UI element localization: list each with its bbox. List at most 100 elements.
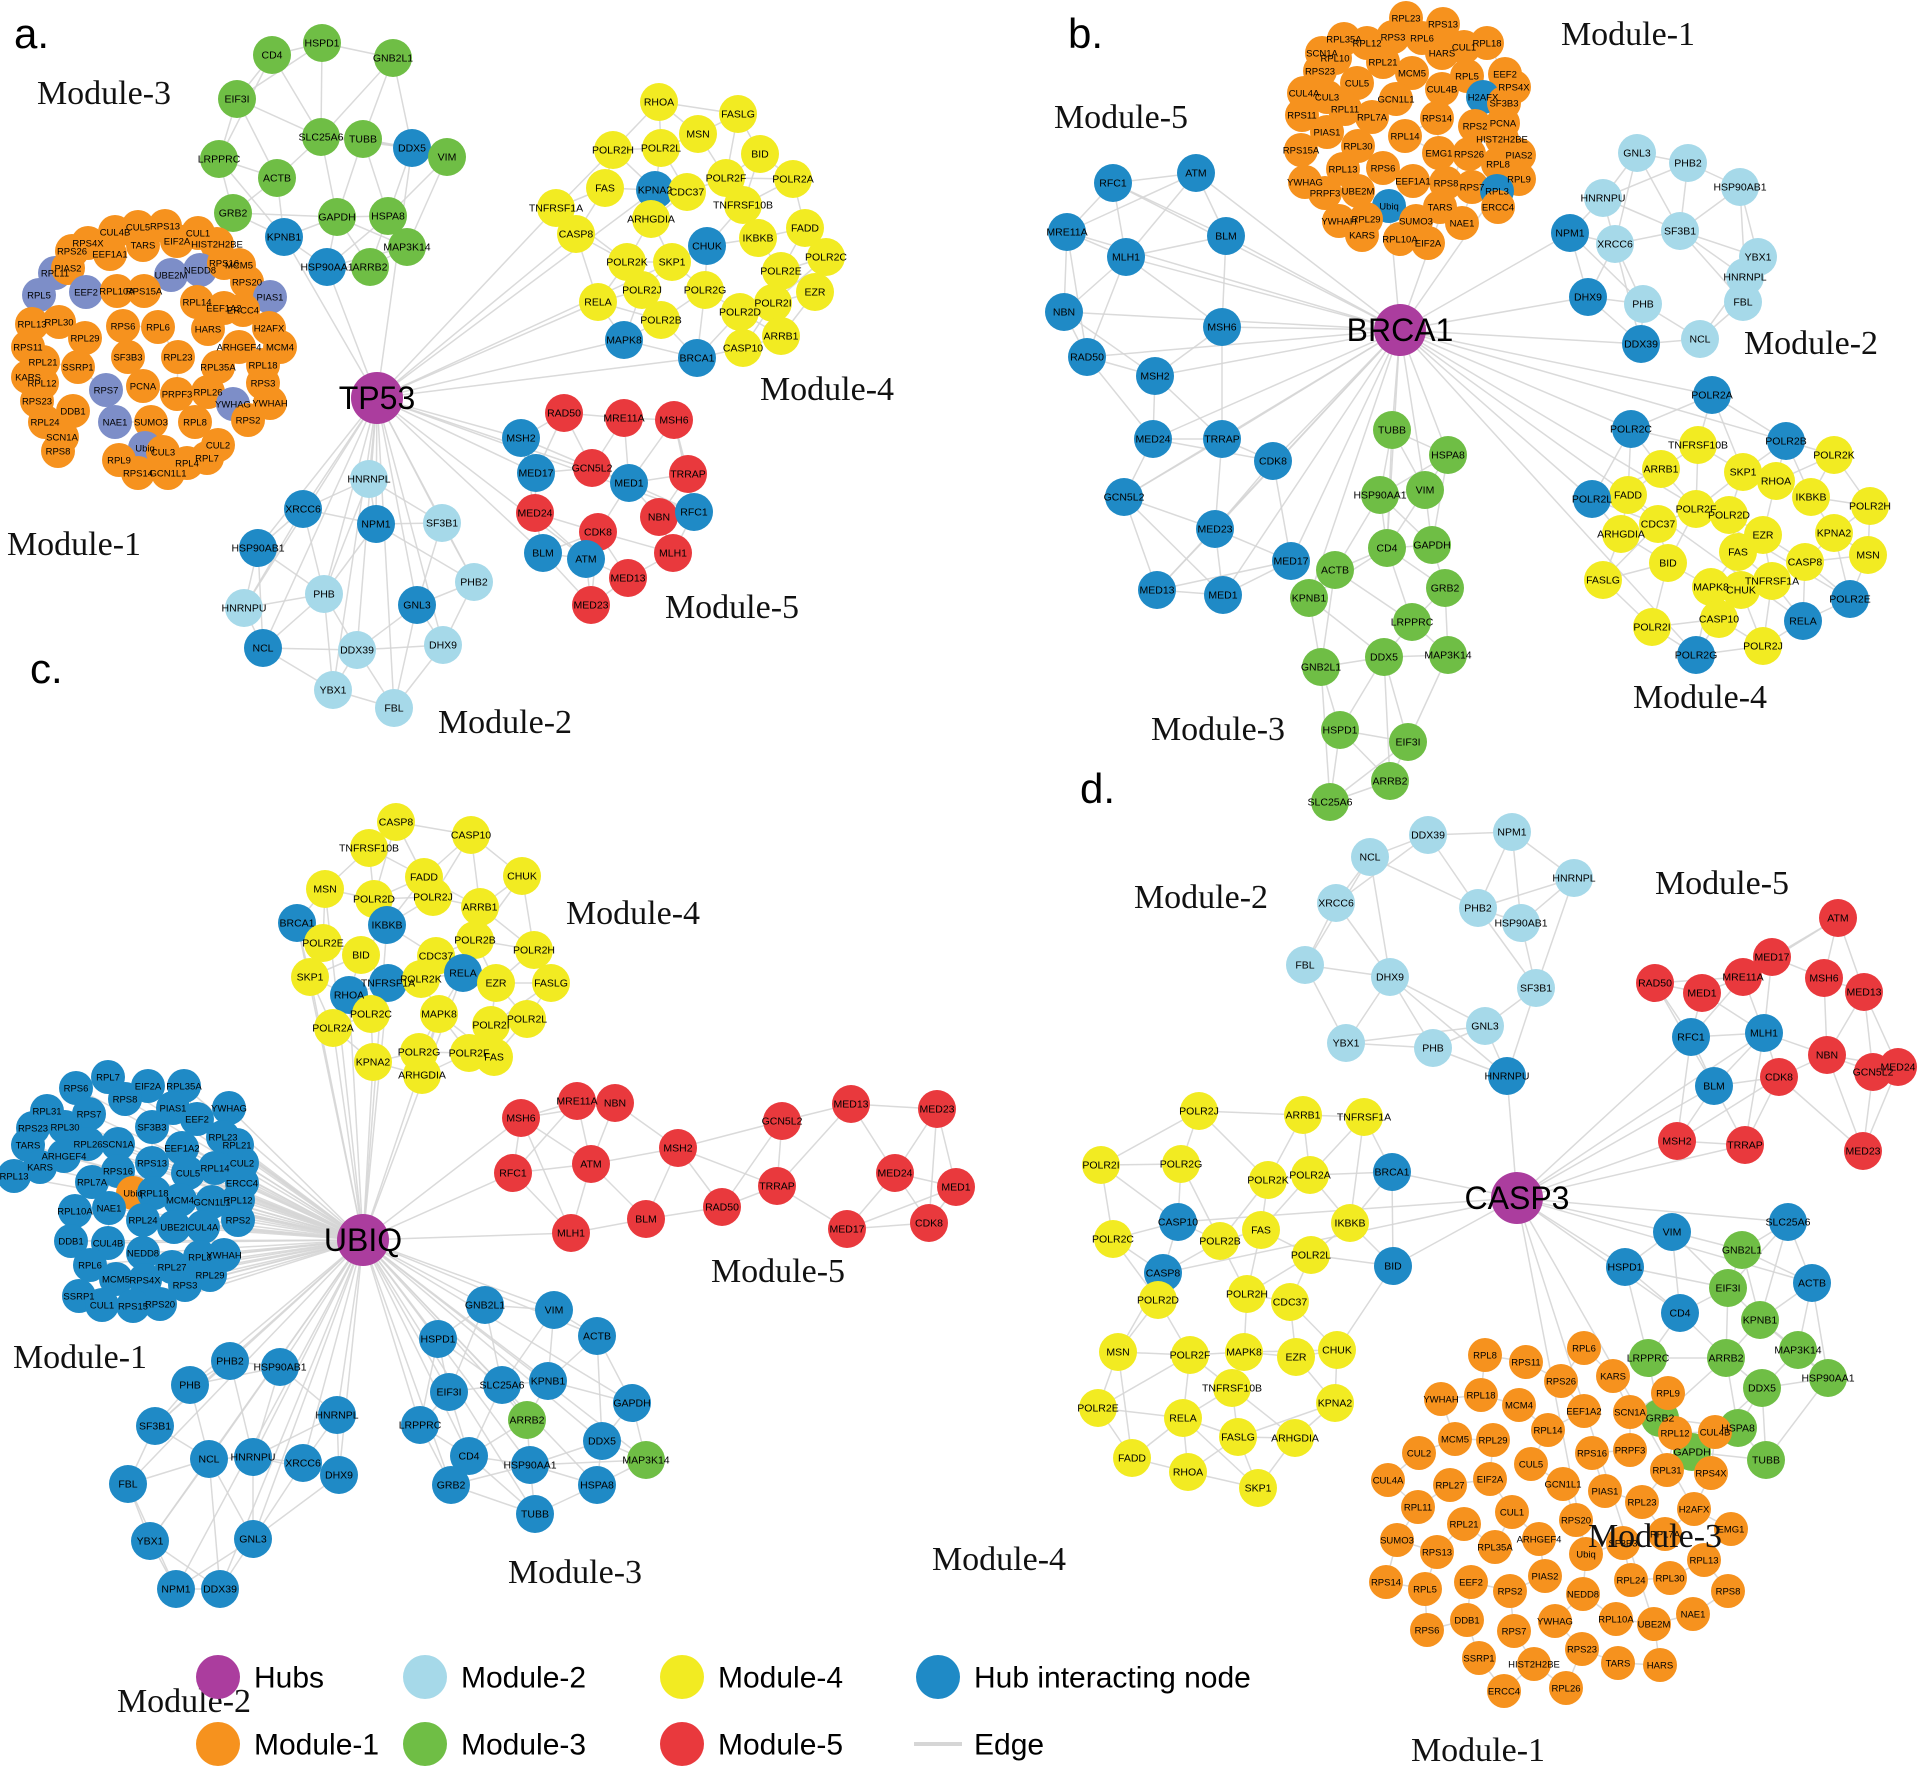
node-POLR2G[interactable] (1162, 1145, 1200, 1183)
node-EIF2A[interactable] (160, 224, 194, 258)
node-RPS15[interactable] (116, 1289, 150, 1323)
node-NPM1[interactable] (1493, 813, 1531, 851)
node-FBL[interactable] (1724, 283, 1762, 321)
node-TARS[interactable] (1601, 1646, 1635, 1680)
node-RELA[interactable] (1784, 602, 1822, 640)
node-HSPD1[interactable] (419, 1320, 457, 1358)
node-PHB[interactable] (1414, 1029, 1452, 1067)
node-RPS8[interactable] (108, 1082, 142, 1116)
hub-CASP3[interactable] (1491, 1172, 1543, 1224)
node-RPL13[interactable] (0, 1159, 31, 1193)
node-MED13[interactable] (1845, 973, 1883, 1011)
node-SF3B1[interactable] (423, 504, 461, 542)
node-YWHAH[interactable] (1424, 1382, 1458, 1416)
node-MLH1[interactable] (552, 1214, 590, 1252)
node-HSP90AA1[interactable] (1361, 476, 1399, 514)
node-MED1[interactable] (610, 464, 648, 502)
node-PIAS1[interactable] (253, 280, 287, 314)
node-POLR2B[interactable] (1201, 1222, 1239, 1260)
node-RHOA[interactable] (1169, 1453, 1207, 1491)
node-NAE1[interactable] (1676, 1597, 1710, 1631)
node-SLC25A6[interactable] (1769, 1203, 1807, 1241)
node-RPS15A[interactable] (127, 274, 161, 308)
node-RPL5[interactable] (22, 278, 56, 312)
node-RPS8[interactable] (1711, 1574, 1745, 1608)
node-BID[interactable] (741, 135, 779, 173)
node-FASLG[interactable] (1584, 561, 1622, 599)
node-PHB2[interactable] (455, 563, 493, 601)
node-PRPF3[interactable] (1613, 1433, 1647, 1467)
node-HARS[interactable] (191, 312, 225, 346)
node-ATM[interactable] (572, 1145, 610, 1183)
node-POLR2J[interactable] (414, 878, 452, 916)
node-NAE1[interactable] (1445, 206, 1479, 240)
node-HNRNPL[interactable] (350, 460, 388, 498)
node-MAPK8[interactable] (1692, 568, 1730, 606)
node-NCL[interactable] (1351, 838, 1389, 876)
node-FAS[interactable] (1242, 1211, 1280, 1249)
node-POLR2G[interactable] (1677, 636, 1715, 674)
node-CD4[interactable] (253, 36, 291, 74)
node-FAS[interactable] (1719, 533, 1757, 571)
node-SF3B1[interactable] (1661, 212, 1699, 250)
node-HSPA8[interactable] (578, 1466, 616, 1504)
node-RPL13[interactable] (1687, 1543, 1721, 1577)
node-TNFRSF10B[interactable] (1679, 426, 1717, 464)
node-RPS26[interactable] (1452, 137, 1486, 171)
node-EZR[interactable] (796, 273, 834, 311)
node-GCN5L2[interactable] (573, 449, 611, 487)
node-GAPDH[interactable] (318, 198, 356, 236)
node-RPL10A[interactable] (1599, 1602, 1633, 1636)
node-POLR2I[interactable] (1082, 1146, 1120, 1184)
node-RPL7A[interactable] (1648, 1517, 1682, 1551)
node-CUL1[interactable] (1495, 1495, 1529, 1529)
node-TUBB[interactable] (516, 1495, 554, 1533)
node-KPNB1[interactable] (529, 1362, 567, 1400)
node-ARHGDIA[interactable] (1276, 1419, 1314, 1457)
node-KARS[interactable] (1345, 218, 1379, 252)
node-MED23[interactable] (572, 586, 610, 624)
node-TRRAP[interactable] (758, 1167, 796, 1205)
node-EMG1[interactable] (1714, 1512, 1748, 1546)
node-DDX39[interactable] (201, 1570, 239, 1608)
node-BLM[interactable] (627, 1200, 665, 1238)
node-NPM1[interactable] (157, 1570, 195, 1608)
node-TNFRSF10B[interactable] (724, 186, 762, 224)
node-ARHGDIA[interactable] (1602, 515, 1640, 553)
node-RPL7A[interactable] (75, 1165, 109, 1199)
node-NPM1[interactable] (357, 505, 395, 543)
node-MSN[interactable] (1099, 1333, 1137, 1371)
node-HSP90AB1[interactable] (1502, 904, 1540, 942)
node-DDX39[interactable] (338, 631, 376, 669)
node-UBE2I[interactable] (157, 1210, 191, 1244)
node-YBX1[interactable] (1327, 1024, 1365, 1062)
node-HSPA8[interactable] (1429, 436, 1467, 474)
node-MSH6[interactable] (655, 401, 693, 439)
node-MRE11A[interactable] (605, 399, 643, 437)
node-RELA[interactable] (444, 954, 482, 992)
node-TNFRSF1A[interactable] (369, 964, 407, 1002)
node-RAD50[interactable] (1636, 964, 1674, 1002)
node-POLR2F[interactable] (1677, 490, 1715, 528)
node-HSP90AA1[interactable] (308, 248, 346, 286)
node-EIF3I[interactable] (1389, 723, 1427, 761)
node-GAPDH[interactable] (613, 1384, 651, 1422)
node-RPL7A[interactable] (1355, 100, 1389, 134)
node-DDX5[interactable] (1743, 1369, 1781, 1407)
node-DHX9[interactable] (424, 626, 462, 664)
node-PRPF3[interactable] (1308, 176, 1342, 210)
node-VIM[interactable] (1653, 1213, 1691, 1251)
node-MSH6[interactable] (1203, 308, 1241, 346)
node-RELA[interactable] (1164, 1399, 1202, 1437)
node-RPL26[interactable] (1549, 1671, 1583, 1705)
node-RPL18[interactable] (1470, 26, 1504, 60)
node-KARS[interactable] (23, 1150, 57, 1184)
node-SCN1A[interactable] (1613, 1395, 1647, 1429)
node-MED1[interactable] (1683, 974, 1721, 1012)
node-XRCC6[interactable] (284, 490, 322, 528)
node-POLR2F[interactable] (707, 159, 745, 197)
node-GNB2L1[interactable] (1723, 1231, 1761, 1269)
node-HSPA8[interactable] (369, 197, 407, 235)
node-HNRNPU[interactable] (1488, 1057, 1526, 1095)
node-XRCC6[interactable] (1317, 884, 1355, 922)
